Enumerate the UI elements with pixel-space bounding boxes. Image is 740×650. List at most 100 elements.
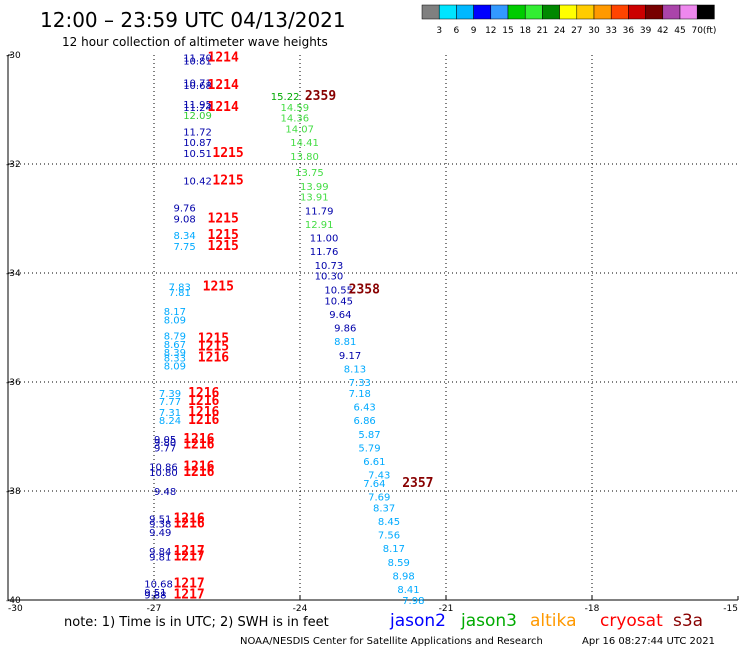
legend: note: 1) Time is in UTC; 2) SWH is in fe… (64, 611, 703, 631)
wave-height-label: 9.64 (329, 310, 351, 321)
pass-time-label: 1216 (188, 386, 219, 401)
colorbar-label: 9 (471, 26, 477, 36)
pass-time-label: 1215 (198, 331, 229, 346)
lat-tick-label: -36 (6, 378, 21, 388)
wave-height-label: 7.31 (159, 408, 181, 419)
pass-time-label: 2358 (349, 282, 380, 297)
colorbar-label: 70 (691, 26, 703, 36)
pass-time-label: 1216 (188, 394, 219, 409)
pass-time-label: 1216 (183, 438, 214, 453)
satellite-legend-item: cryosat (600, 611, 663, 631)
lon-tick-label: -18 (585, 604, 600, 614)
wave-height-label: 13.75 (295, 168, 324, 179)
wave-height-label: 8.37 (373, 503, 395, 514)
wave-height-label: 9.77 (154, 443, 176, 454)
wave-height-label: 9.17 (339, 351, 361, 362)
wave-height-label: 10.45 (324, 296, 353, 307)
colorbar-swatch (473, 4, 492, 20)
wave-height-label: 7.81 (169, 288, 191, 299)
satellite-legend-item: altika (530, 611, 577, 631)
wave-height-label: 8.09 (164, 362, 186, 373)
wave-height-label: 11.72 (183, 127, 212, 138)
pass-time-label: 1215 (208, 212, 239, 227)
wave-height-label: 13.80 (290, 152, 319, 163)
wave-height-label: 8.98 (392, 571, 414, 582)
colorbar-label: 21 (537, 26, 548, 36)
pass-time-label: 2357 (402, 476, 433, 491)
wave-height-label: 10.42 (183, 176, 212, 187)
satellite-legend-item: jason3 (460, 611, 517, 631)
wave-height-label: 7.43 (368, 471, 390, 482)
wave-height-label: 11.24 (183, 103, 212, 114)
wave-height-label: 10.73 (315, 261, 344, 272)
pass-time-label: 1215 (212, 173, 243, 188)
pass-time-label: 1216 (188, 405, 219, 420)
colorbar-label: 6 (454, 26, 460, 36)
footer-timestamp: Apr 16 08:27:44 UTC 2021 (582, 636, 715, 647)
pass-time-label: 1217 (173, 549, 204, 564)
wave-height-label: 10.80 (149, 468, 178, 479)
pass-time-label: 2359 (305, 89, 336, 104)
colorbar-label: 45 (674, 26, 685, 36)
colorbar-label: 24 (554, 26, 566, 36)
wave-height-label: 9.51 (144, 588, 166, 599)
wave-height-label: 7.18 (349, 389, 371, 400)
wave-height-label: 9.86 (334, 324, 356, 335)
pass-time-label: 1215 (208, 239, 239, 254)
wave-height-label: 12.09 (183, 111, 212, 122)
pass-time-label: 1214 (208, 100, 239, 115)
wave-height-label: 8.24 (159, 416, 181, 427)
wave-height-label: 11.00 (310, 234, 339, 245)
wave-height-label: 9.80 (154, 438, 176, 449)
colorbar-swatch (456, 4, 474, 20)
wave-height-label: 7.98 (402, 596, 424, 607)
pass-time-label: 1217 (173, 588, 204, 603)
wave-height-label: 7.69 (368, 492, 390, 503)
wave-height-label: 15.22 (271, 92, 300, 103)
pass-time-label: 1216 (183, 432, 214, 447)
wave-height-label: 5.79 (358, 443, 380, 454)
wave-height-label: 13.91 (300, 193, 329, 204)
wave-height-label: 8.13 (344, 364, 366, 375)
axis-ticks: -30-32-34-36-38-40-30 -27 -24 -21 -18 -15 (6, 51, 739, 614)
wave-height-label: 6.43 (354, 403, 376, 414)
wave-height-label: 8.09 (164, 315, 186, 326)
wave-height-label: 6.61 (363, 457, 385, 468)
colorbar-swatch (696, 4, 715, 20)
pass-time-label: 1215 (203, 280, 234, 295)
wave-height-label: 8.33 (164, 353, 186, 364)
graticule (8, 55, 738, 600)
colorbar-label: 18 (519, 26, 531, 36)
pass-time-label: 1215 (208, 228, 239, 243)
wave-height-label: 7.64 (363, 479, 385, 490)
lon-tick-label: -27 (147, 604, 162, 614)
pass-time-label: 1216 (183, 459, 214, 474)
wave-height-label: 8.67 (164, 340, 186, 351)
wave-height-label: 11.76 (310, 247, 339, 258)
wave-height-label: 10.86 (149, 462, 178, 473)
wave-height-label: 11.95 (183, 100, 212, 111)
wave-height-label: 10.55 (324, 285, 353, 296)
pass-time-label: 1215 (212, 146, 243, 161)
colorbar-label: 36 (623, 26, 635, 36)
legend-note: note: 1) Time is in UTC; 2) SWH is in fe… (64, 615, 329, 630)
colorbar-swatch (524, 4, 543, 20)
wave-height-label: 8.59 (388, 558, 410, 569)
colorbar-swatch (542, 4, 560, 20)
lon-tick-label: -30 (8, 604, 23, 614)
wave-height-label: 14.07 (285, 125, 314, 136)
wave-height-label: 7.75 (173, 242, 195, 253)
wave-height-label: 9.05 (154, 435, 176, 446)
wave-height-label: 11.79 (305, 206, 334, 217)
wave-height-label: 7.77 (159, 397, 181, 408)
wave-height-label: 10.51 (183, 149, 212, 160)
wave-height-label: 7.33 (349, 378, 371, 389)
wave-height-label: 9.81 (149, 552, 171, 563)
wave-height-label: 5.87 (358, 430, 380, 441)
observation-labels: 11.7010.8110.7110.6811.9511.2412.0911.72… (144, 51, 433, 607)
wave-height-label: 8.34 (173, 231, 195, 242)
lat-tick-label: -30 (6, 51, 21, 61)
wave-height-label: 10.87 (183, 138, 212, 149)
wave-height-label: 11.70 (183, 54, 212, 65)
colorbar-swatch (438, 4, 457, 20)
